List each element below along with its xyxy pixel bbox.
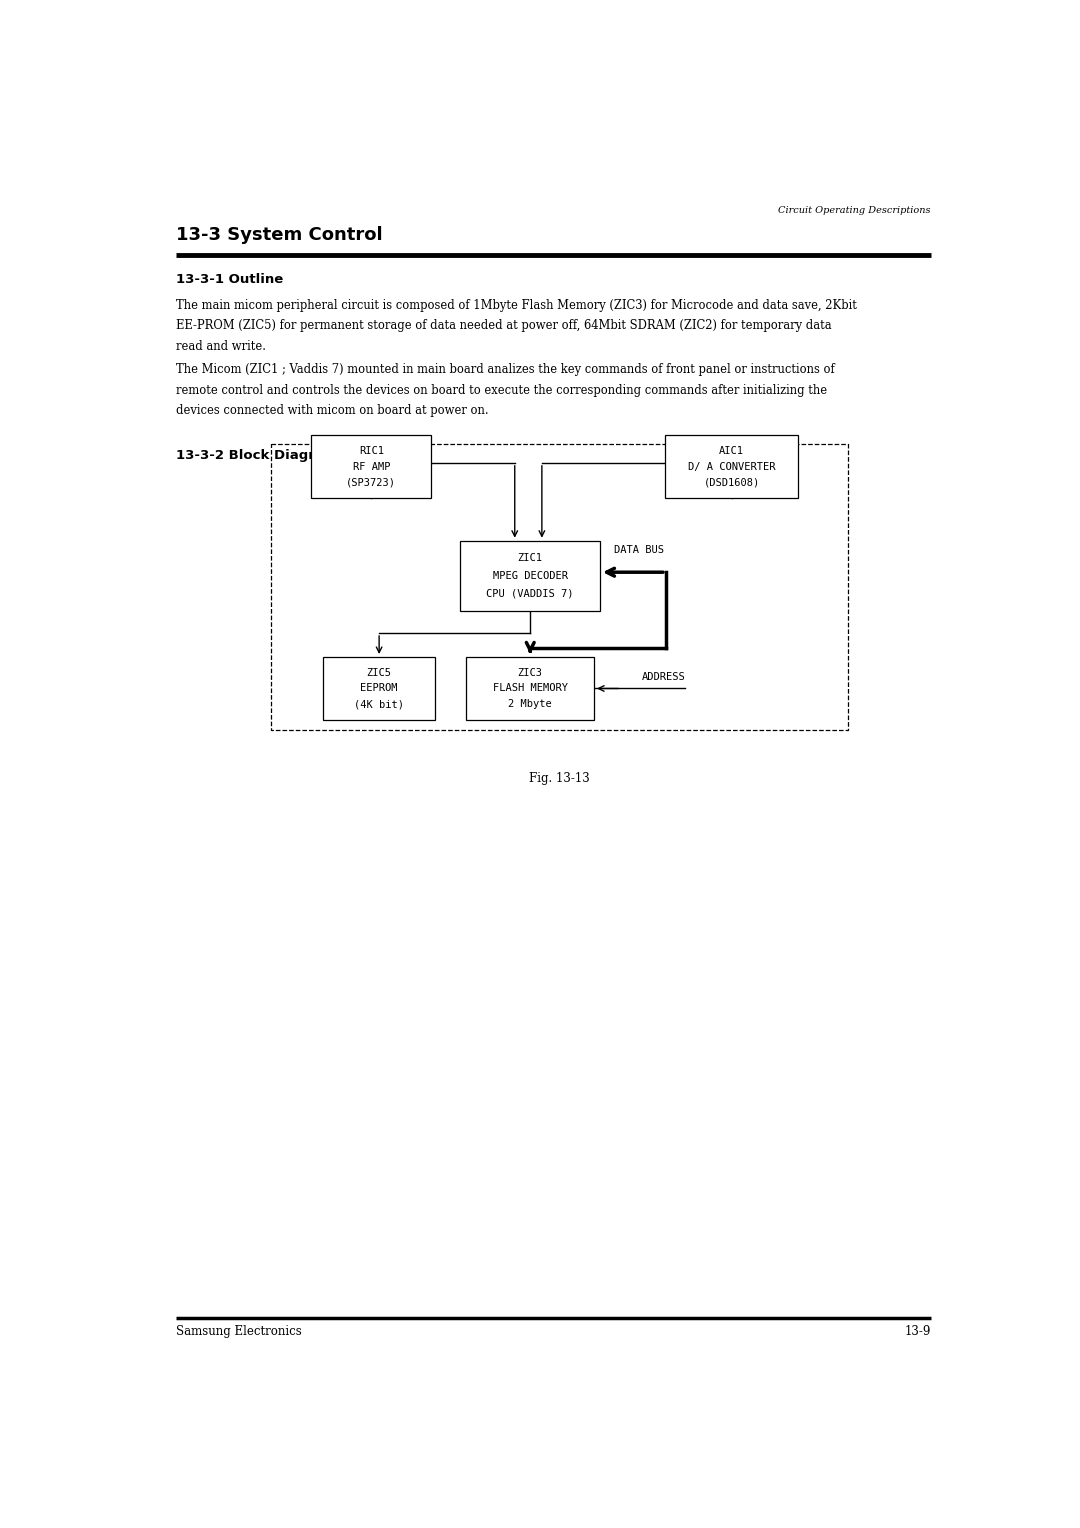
Text: D/ A CONVERTER: D/ A CONVERTER <box>688 461 775 472</box>
Text: ZIC5: ZIC5 <box>366 668 392 678</box>
Text: Samsung Electronics: Samsung Electronics <box>176 1325 301 1339</box>
Text: (4K bit): (4K bit) <box>354 700 404 709</box>
Text: FLASH MEMORY: FLASH MEMORY <box>492 683 568 694</box>
Text: DATA BUS: DATA BUS <box>613 545 664 555</box>
Bar <box>467 657 594 720</box>
Text: 13-9: 13-9 <box>905 1325 931 1339</box>
Text: Fig. 13-13: Fig. 13-13 <box>529 773 590 785</box>
Text: 13-3-2 Block Diagram: 13-3-2 Block Diagram <box>176 449 338 461</box>
Text: ZIC1: ZIC1 <box>517 553 543 564</box>
Text: 13-3-1 Outline: 13-3-1 Outline <box>176 272 283 286</box>
Bar <box>311 435 431 498</box>
Text: 13-3 System Control: 13-3 System Control <box>176 226 382 244</box>
Text: RIC1: RIC1 <box>359 446 383 455</box>
Text: ADDRESS: ADDRESS <box>643 671 686 681</box>
Text: RF AMP: RF AMP <box>353 461 390 472</box>
Text: EEPROM: EEPROM <box>361 683 397 694</box>
Text: The main micom peripheral circuit is composed of 1Mbyte Flash Memory (ZIC3) for : The main micom peripheral circuit is com… <box>176 299 856 312</box>
Text: CPU (VADDIS 7): CPU (VADDIS 7) <box>486 588 573 599</box>
Bar <box>665 435 798 498</box>
Text: (SP3723): (SP3723) <box>347 478 396 487</box>
Text: (DSD1608): (DSD1608) <box>704 478 760 487</box>
Text: 2 Mbyte: 2 Mbyte <box>509 700 552 709</box>
Bar <box>323 657 435 720</box>
Text: remote control and controls the devices on board to execute the corresponding co: remote control and controls the devices … <box>176 384 827 397</box>
Text: devices connected with micom on board at power on.: devices connected with micom on board at… <box>176 403 488 417</box>
Bar <box>460 541 600 611</box>
Text: ZIC3: ZIC3 <box>517 668 543 678</box>
Text: read and write.: read and write. <box>176 339 266 353</box>
Text: The Micom (ZIC1 ; Vaddis 7) mounted in main board analizes the key commands of f: The Micom (ZIC1 ; Vaddis 7) mounted in m… <box>176 364 835 376</box>
Text: MPEG DECODER: MPEG DECODER <box>492 571 568 581</box>
Text: AIC1: AIC1 <box>719 446 744 455</box>
Text: Circuit Operating Descriptions: Circuit Operating Descriptions <box>779 206 931 215</box>
Text: EE-PROM (ZIC5) for permanent storage of data needed at power off, 64Mbit SDRAM (: EE-PROM (ZIC5) for permanent storage of … <box>176 319 832 332</box>
